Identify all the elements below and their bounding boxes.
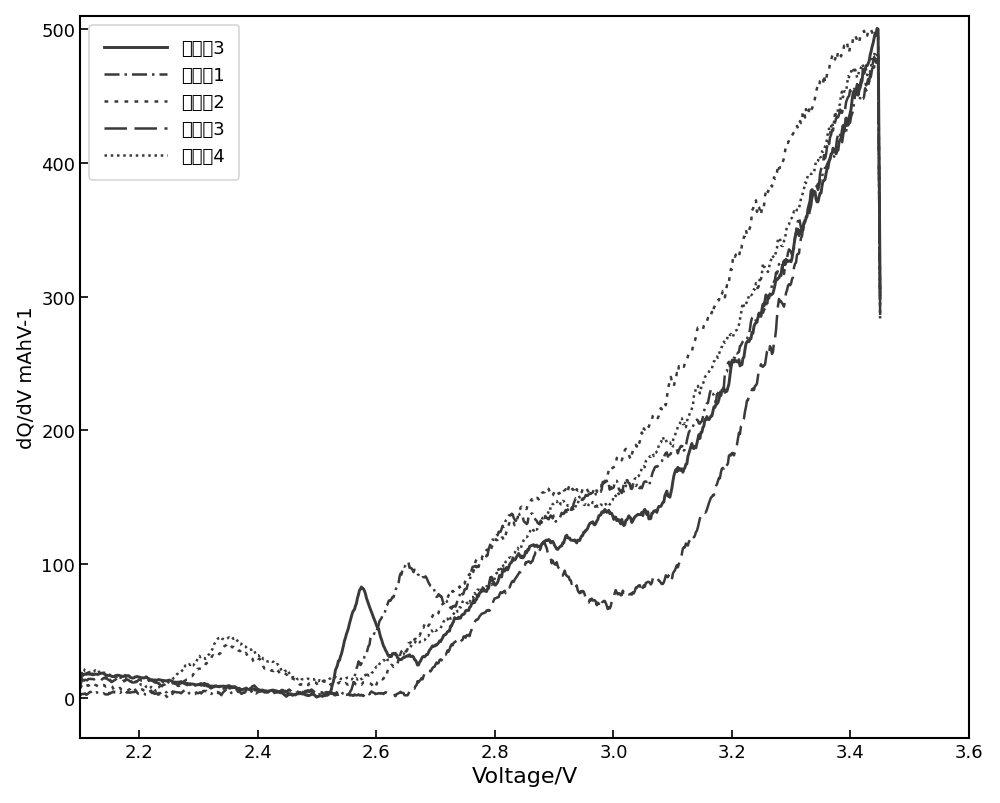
Legend: 对比失3, 实施失1, 实施失2, 实施失3, 实施失4: 对比失3, 实施失1, 实施失2, 实施失3, 实施失4: [89, 26, 239, 181]
Line: 实施失2: 实施失2: [80, 31, 880, 699]
对比失3: [682, 452, 694, 462]
实施失4: [74, 675, 86, 685]
实施失1: [872, 51, 884, 60]
实施失4: [682, 413, 694, 422]
实施失4: [869, 48, 881, 58]
实施失1: [560, 506, 572, 516]
实施失3: [874, 308, 886, 318]
实施失3: [74, 682, 86, 691]
实施失3: [868, 53, 880, 63]
实施失3: [389, 691, 401, 701]
对比失3: [74, 679, 86, 688]
实施失3: [561, 571, 573, 581]
实施失1: [74, 691, 86, 701]
实施失4: [764, 259, 776, 269]
实施失2: [764, 181, 776, 191]
实施失3: [682, 541, 694, 551]
实施失2: [123, 685, 135, 695]
实施失2: [865, 26, 877, 35]
实施失3: [585, 596, 597, 605]
对比失3: [123, 671, 135, 681]
实施失4: [540, 512, 552, 522]
实施失2: [74, 684, 86, 694]
实施失1: [123, 688, 135, 698]
实施失4: [874, 316, 886, 326]
对比失3: [585, 518, 597, 528]
对比失3: [310, 692, 322, 702]
实施失4: [123, 675, 135, 685]
实施失2: [540, 485, 552, 495]
X-axis label: Voltage/V: Voltage/V: [471, 766, 578, 786]
实施失1: [539, 513, 551, 523]
实施失1: [874, 311, 886, 320]
Line: 实施失3: 实施失3: [80, 58, 880, 696]
实施失1: [681, 436, 693, 446]
实施失2: [682, 352, 694, 361]
实施失1: [763, 294, 775, 304]
实施失2: [163, 694, 175, 703]
对比失3: [561, 531, 573, 540]
实施失4: [150, 686, 162, 695]
实施失2: [561, 488, 573, 498]
Line: 对比失3: 对比失3: [80, 30, 880, 697]
Line: 实施失4: 实施失4: [80, 53, 880, 691]
对比失3: [764, 291, 776, 300]
实施失4: [561, 499, 573, 509]
对比失3: [871, 25, 883, 35]
实施失3: [123, 676, 135, 686]
实施失2: [874, 296, 886, 305]
Line: 实施失1: 实施失1: [80, 55, 880, 696]
Y-axis label: dQ/dV mAhV-1: dQ/dV mAhV-1: [17, 306, 36, 449]
对比失3: [874, 291, 886, 300]
实施失2: [585, 491, 597, 500]
对比失3: [540, 536, 552, 545]
实施失4: [585, 499, 597, 508]
实施失3: [764, 342, 776, 352]
实施失1: [584, 489, 596, 499]
实施失3: [540, 541, 552, 551]
